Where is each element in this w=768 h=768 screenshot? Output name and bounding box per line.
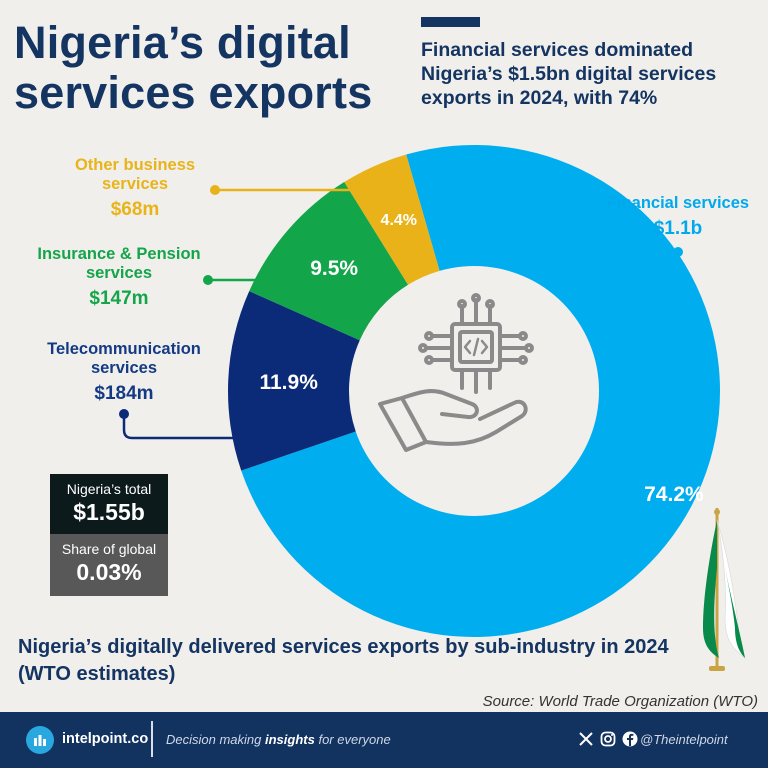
- label-value: $147m: [89, 288, 149, 309]
- leader-dot: [203, 275, 213, 285]
- social-handle[interactable]: @Theintelpoint: [640, 732, 728, 747]
- label-name: Telecommunication services: [47, 340, 201, 377]
- source-note: Source: World Trade Organization (WTO): [482, 693, 758, 710]
- slice-insurance-pension-services: [249, 182, 409, 341]
- percent-label: 4.4%: [380, 212, 418, 230]
- chart-caption: Nigeria’s digitally delivered services e…: [18, 636, 669, 685]
- leader-line: [122, 414, 233, 440]
- footer-divider: [151, 721, 153, 757]
- label-value: $184m: [94, 383, 154, 404]
- leader-line: [653, 252, 680, 298]
- leader-dot: [673, 247, 683, 257]
- tagline: Decision making insights for everyone: [166, 732, 391, 747]
- label-insurance-pension: Insurance & Pension services $147m: [14, 245, 224, 308]
- nigeria-flag-icon: [703, 508, 746, 671]
- summary-box: Nigeria’s total $1.55b Share of global 0…: [50, 474, 168, 596]
- social-icons: [578, 731, 638, 747]
- footer-bar: intelpoint.co Decision making insights f…: [0, 712, 768, 768]
- brand-name[interactable]: intelpoint.co: [62, 731, 149, 747]
- share-label: Share of global: [61, 541, 157, 557]
- share-panel: Share of global 0.03%: [50, 534, 168, 596]
- page-title: Nigeria’s digital services exports: [14, 17, 373, 118]
- total-value: $1.55b: [73, 499, 145, 525]
- leader-dot: [210, 185, 220, 195]
- x-icon[interactable]: [578, 731, 594, 747]
- percent-label: 11.9%: [259, 370, 318, 394]
- instagram-icon[interactable]: [600, 731, 616, 747]
- percent-label: 9.5%: [310, 257, 359, 281]
- label-value: $68m: [110, 199, 160, 220]
- label-other-business-services: Other business services $68m: [60, 156, 210, 219]
- label-name: Other business services: [74, 156, 196, 193]
- total-panel: Nigeria’s total $1.55b: [50, 474, 168, 534]
- label-name: Financial services: [606, 194, 750, 212]
- total-label: Nigeria’s total: [66, 481, 152, 497]
- label-telecommunication: Telecommunication services $184m: [24, 340, 224, 403]
- slice-other-business-services: [344, 154, 440, 285]
- bar-chart-icon: [34, 735, 46, 746]
- subtitle: Financial services dominated Nigeria’s $…: [421, 39, 717, 109]
- slice-financial-services: [241, 145, 720, 638]
- share-value: 0.03%: [76, 559, 142, 585]
- leader-dot: [119, 409, 129, 419]
- label-value: $1.1b: [653, 218, 703, 239]
- percent-label: 74.2%: [644, 483, 704, 507]
- slice-telecommunication-services: [227, 291, 360, 471]
- label-financial-services: Financial services $1.1b: [590, 194, 766, 238]
- label-name: Insurance & Pension services: [37, 245, 201, 282]
- digital-service-hand-icon: [378, 293, 534, 452]
- facebook-icon[interactable]: [622, 731, 638, 747]
- accent-bar: [421, 17, 480, 27]
